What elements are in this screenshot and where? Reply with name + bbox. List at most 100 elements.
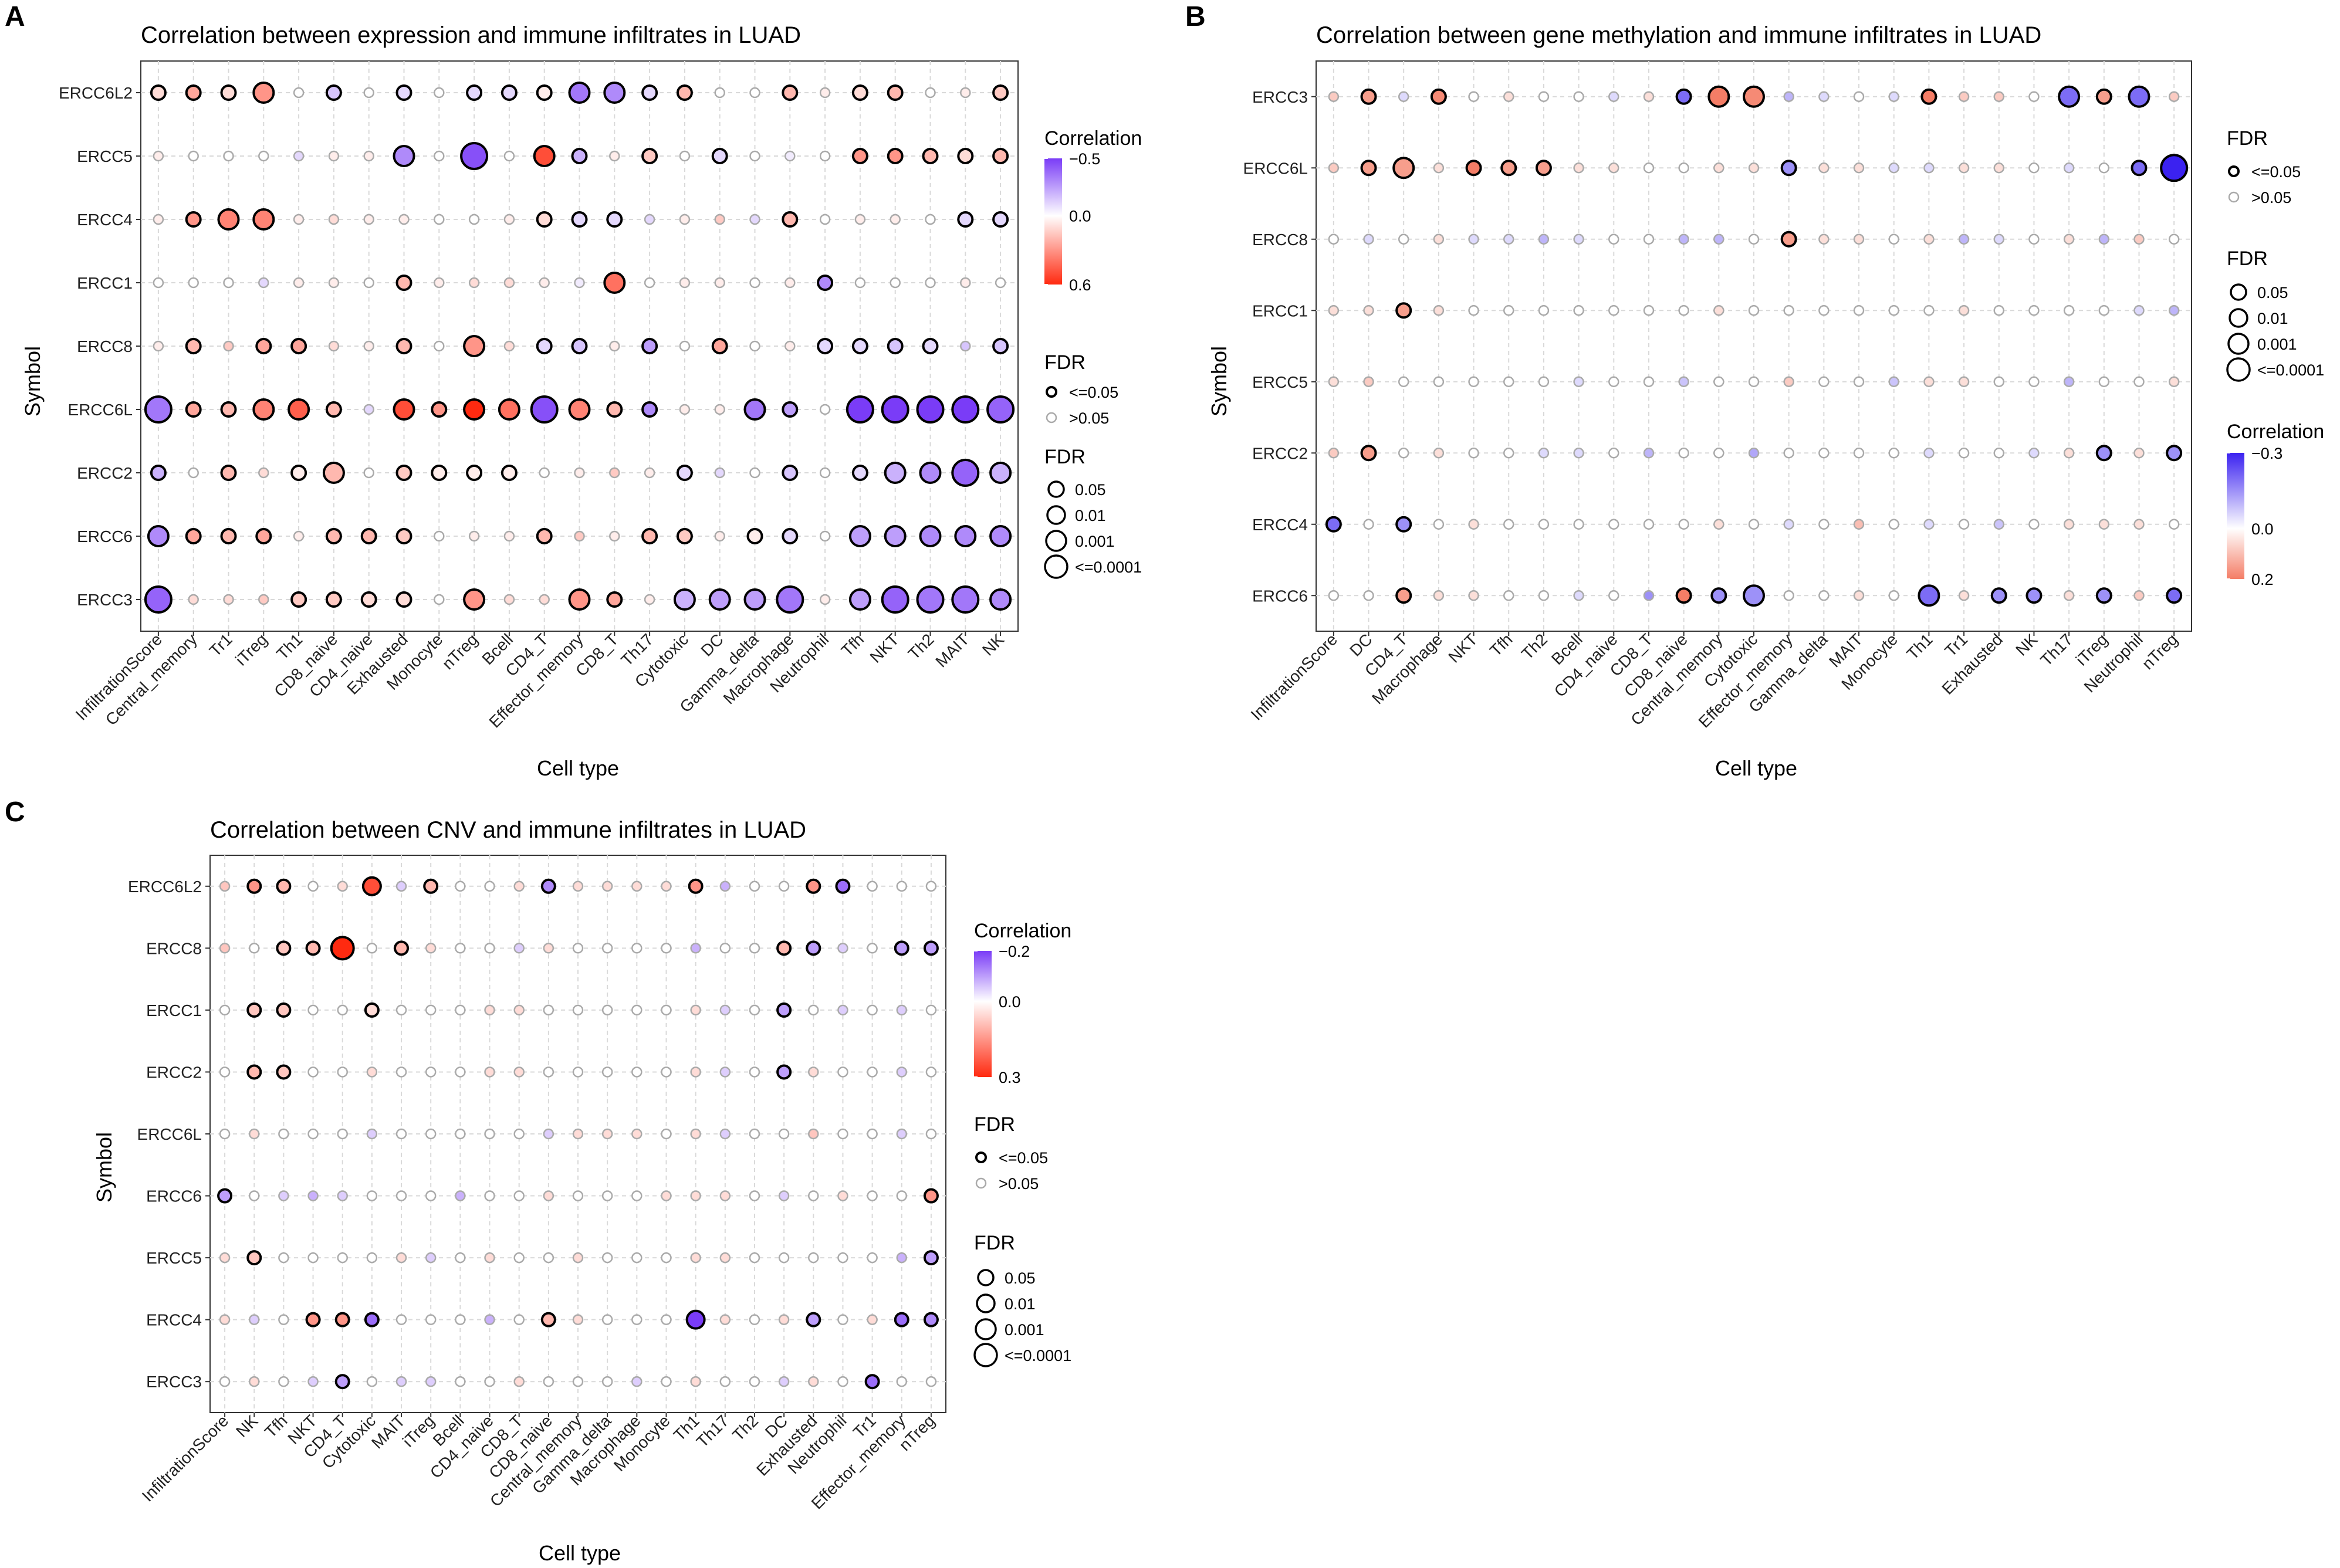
y-tick-label: ERCC2 (77, 464, 133, 482)
data-point (609, 340, 620, 352)
data-point (896, 1190, 908, 1201)
data-point (2166, 587, 2183, 604)
data-point (219, 943, 231, 954)
data-point (2128, 85, 2150, 108)
data-point (185, 401, 202, 418)
data-point (1888, 233, 1899, 245)
data-point (819, 594, 831, 605)
fdr-size-key (1047, 480, 1065, 498)
data-point (782, 465, 799, 481)
data-point (539, 277, 550, 289)
data-point (601, 1190, 613, 1201)
data-point (572, 1376, 584, 1387)
data-point (188, 467, 199, 479)
data-point (819, 404, 831, 415)
data-point (1643, 519, 1655, 530)
fdr-stroke-label: <=0.05 (999, 1149, 1048, 1167)
data-point (363, 277, 374, 289)
data-point (571, 338, 588, 354)
data-point (719, 1004, 731, 1016)
data-point (366, 1066, 378, 1078)
x-tick-label: Tr1 (206, 630, 236, 660)
data-point (837, 1128, 848, 1140)
data-point (606, 211, 623, 228)
data-point (1328, 91, 1340, 102)
data-point (466, 465, 483, 481)
data-point (252, 398, 275, 421)
color-bar-label: 0.3 (999, 1069, 1021, 1086)
data-point (992, 84, 1009, 101)
data-point (1853, 91, 1865, 102)
y-tick-label: ERCC4 (1252, 516, 1308, 534)
data-point (431, 401, 448, 418)
data-point (1398, 448, 1409, 459)
data-point (2095, 445, 2112, 462)
data-point (395, 465, 412, 481)
data-point (837, 1252, 848, 1264)
data-point (1608, 590, 1619, 601)
data-point (2028, 305, 2040, 316)
data-point (288, 398, 310, 421)
data-point (484, 1376, 495, 1387)
data-point (867, 943, 878, 954)
y-tick-label: ERCC3 (146, 1373, 202, 1391)
data-point (307, 880, 319, 892)
data-point (463, 335, 486, 357)
data-point (1678, 519, 1689, 530)
x-tick-label: Th2 (729, 1411, 762, 1444)
data-point (631, 1376, 643, 1387)
y-tick-label: ERCC8 (77, 337, 133, 355)
x-tick-label: NKT (1445, 630, 1481, 666)
data-point (1923, 376, 1935, 387)
data-point (1643, 376, 1655, 387)
data-point (1818, 448, 1830, 459)
data-point (1678, 376, 1689, 387)
data-point (395, 1190, 407, 1201)
data-point (1395, 516, 1412, 533)
data-point (644, 277, 655, 289)
fdr-size-label: 0.01 (1075, 507, 1106, 524)
data-point (2058, 85, 2081, 108)
fdr-stroke-key (1046, 412, 1057, 424)
data-point (1573, 91, 1584, 102)
data-point (1923, 162, 1935, 174)
fdr-size-legend-title: FDR (974, 1232, 1015, 1254)
data-point (992, 148, 1009, 164)
data-point (1675, 587, 1692, 604)
data-point (425, 1004, 437, 1016)
data-point (1958, 162, 1970, 174)
data-point (1678, 233, 1689, 245)
data-point (2133, 448, 2145, 459)
data-point (1780, 160, 1797, 177)
data-point (1363, 590, 1374, 601)
data-point (1993, 305, 2005, 316)
data-point (188, 594, 199, 605)
data-point (1923, 233, 1935, 245)
data-point (395, 1066, 407, 1078)
data-point (719, 880, 731, 892)
data-point (360, 528, 377, 544)
y-tick-label: ERCC4 (146, 1311, 202, 1329)
data-point (220, 84, 237, 101)
chart-title: Correlation between gene methylation and… (1316, 22, 2041, 48)
data-point (568, 398, 591, 421)
x-tick-label: MAIT (368, 1411, 408, 1452)
data-point (276, 1064, 292, 1080)
data-point (574, 530, 585, 542)
data-point (484, 1128, 495, 1140)
data-point (220, 465, 237, 481)
panel-letter: A (5, 1, 25, 32)
data-point (690, 1376, 701, 1387)
data-point (484, 1004, 495, 1016)
x-tick-label: Tfh (838, 630, 868, 660)
data-point (749, 1190, 760, 1201)
data-point (1888, 162, 1899, 174)
data-point (676, 465, 693, 481)
data-point (150, 84, 167, 101)
data-point (147, 525, 170, 547)
data-point (631, 1004, 643, 1016)
data-point (661, 880, 672, 892)
data-point (1643, 91, 1655, 102)
data-point (322, 462, 345, 484)
data-point (925, 87, 936, 99)
